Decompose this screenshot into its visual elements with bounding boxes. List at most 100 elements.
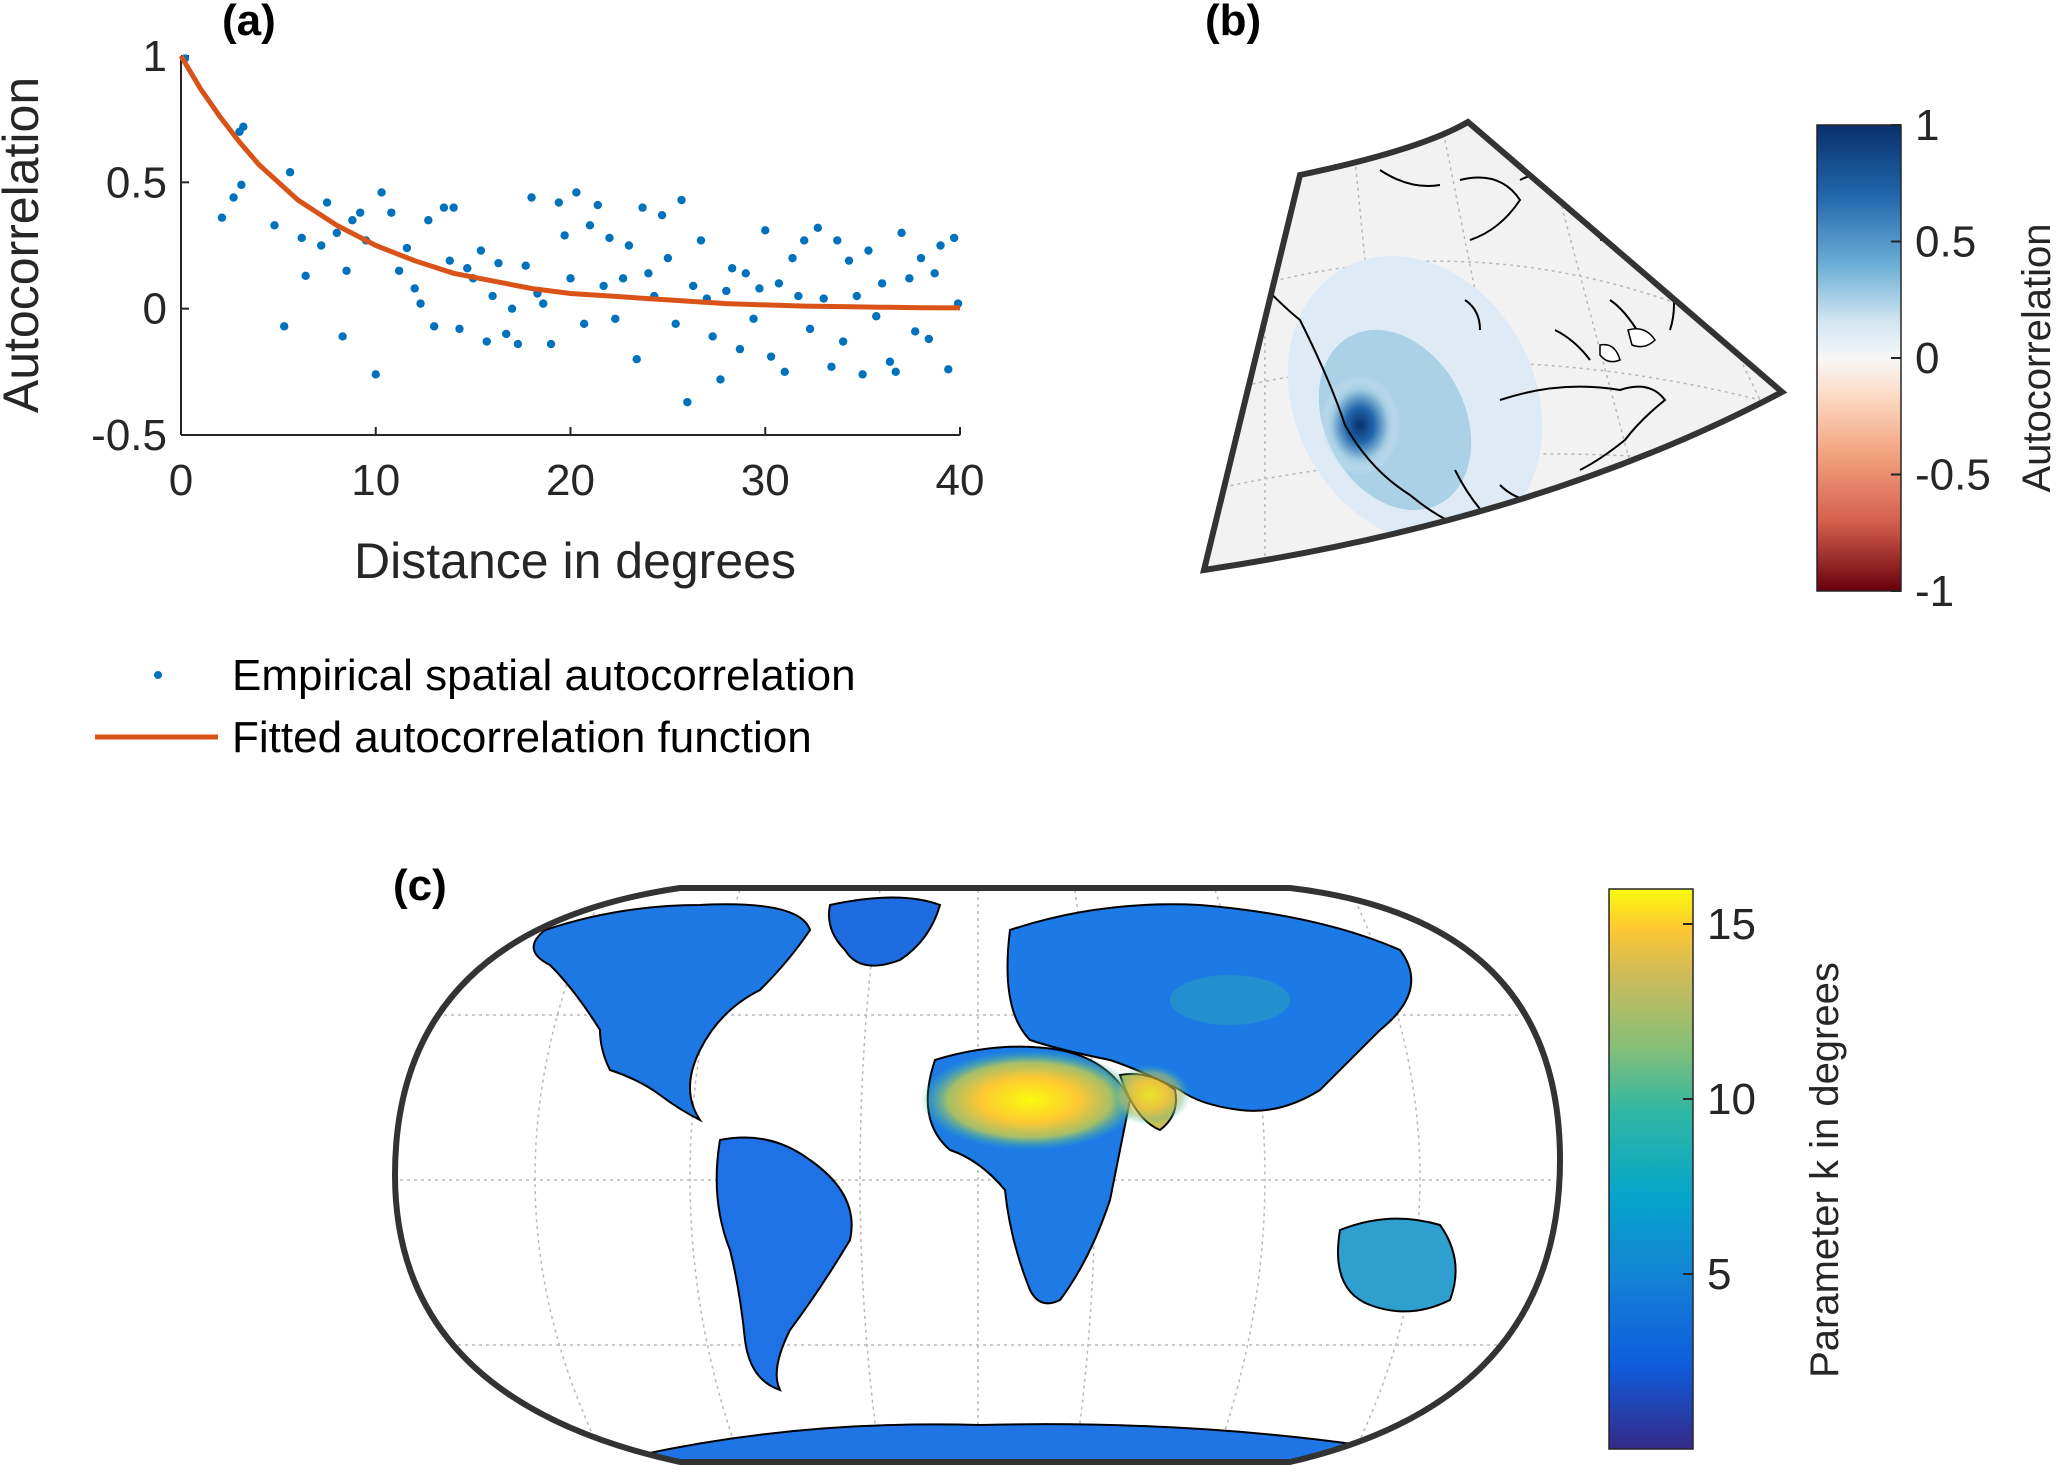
y-tick-label: -0.5 bbox=[91, 411, 167, 460]
scatter-point bbox=[683, 397, 692, 407]
scatter-point bbox=[671, 319, 680, 329]
scatter-point bbox=[554, 198, 564, 207]
scatter-point bbox=[377, 188, 386, 197]
scatter-point bbox=[593, 200, 602, 210]
scatter-point bbox=[716, 375, 725, 384]
scatter-point bbox=[891, 367, 900, 377]
scatter-point bbox=[852, 291, 861, 301]
world-map bbox=[395, 888, 1560, 1462]
y-tick-label: 1 bbox=[143, 32, 167, 81]
scatter-point bbox=[605, 233, 614, 243]
scatter-point bbox=[727, 264, 737, 273]
legend-dot-marker bbox=[154, 671, 162, 679]
y-axis-label: Autocorrelation bbox=[0, 77, 49, 413]
scatter-point bbox=[741, 269, 750, 278]
scatter-point bbox=[688, 281, 698, 291]
y-tick-label: 0 bbox=[143, 285, 167, 334]
scatter-point bbox=[924, 334, 934, 344]
scatter-point bbox=[445, 256, 454, 265]
colorbar-ticks: 1 0.5 0 -0.5 -1 bbox=[1891, 101, 1991, 616]
scatter-point bbox=[539, 299, 548, 308]
colorbar-ticks: 15 10 5 bbox=[1683, 900, 1756, 1299]
central-asia-mid-k bbox=[1170, 975, 1290, 1025]
scatter-point bbox=[502, 329, 511, 339]
panel-c-label: (c) bbox=[393, 861, 447, 910]
scatter-point bbox=[949, 233, 959, 243]
scatter-point bbox=[780, 367, 789, 377]
scatter-point bbox=[911, 327, 920, 336]
scatter-point bbox=[774, 279, 784, 288]
scatter-point bbox=[735, 344, 745, 354]
scatter-point bbox=[936, 241, 945, 250]
australia bbox=[1337, 1217, 1457, 1313]
scatter-point bbox=[566, 274, 575, 283]
scatter-point bbox=[521, 261, 530, 270]
scatter-point bbox=[696, 236, 706, 245]
scatter-point bbox=[663, 253, 673, 263]
scatter-point bbox=[805, 324, 815, 334]
scatter-point bbox=[858, 370, 867, 379]
scatter-point bbox=[494, 258, 503, 268]
scatter-point bbox=[416, 299, 425, 308]
x-tick-label: 0 bbox=[169, 456, 193, 505]
legend: Empirical spatial autocorrelation Fitted… bbox=[95, 651, 856, 762]
scatter-point bbox=[348, 216, 357, 225]
scatter-point bbox=[439, 203, 449, 212]
scatter-point bbox=[930, 269, 939, 278]
lakes bbox=[1599, 328, 1656, 363]
scatter-point bbox=[885, 357, 895, 366]
scatter-point bbox=[761, 226, 770, 235]
scatter-point bbox=[599, 281, 608, 291]
colorbar-tick-label: -1 bbox=[1915, 567, 1954, 616]
scatter-point bbox=[572, 188, 581, 197]
scatter-point bbox=[618, 274, 628, 283]
scatter-point bbox=[844, 256, 854, 265]
x-axis-label: Distance in degrees bbox=[354, 533, 796, 589]
scatter-point bbox=[579, 319, 589, 329]
scatter-point bbox=[905, 274, 914, 283]
scatter-point bbox=[546, 339, 556, 349]
scatter-point bbox=[482, 337, 491, 346]
scatter-point bbox=[800, 236, 809, 245]
colorbar-tick-label: 10 bbox=[1707, 1075, 1756, 1124]
scatter-point bbox=[766, 352, 776, 361]
scatter-point bbox=[342, 266, 351, 275]
legend-entry-empirical: Empirical spatial autocorrelation bbox=[232, 651, 856, 700]
panel-a-label: (a) bbox=[222, 0, 276, 45]
scatter-point bbox=[722, 286, 731, 296]
scatter-point bbox=[476, 246, 486, 255]
colorbar-parameter-k bbox=[1608, 888, 1694, 1450]
correlation-patch-core bbox=[1320, 375, 1400, 475]
scatter-point bbox=[864, 246, 873, 255]
colorbar-tick-label: 15 bbox=[1707, 900, 1756, 949]
scatter-point bbox=[317, 241, 326, 250]
x-tick-label: 10 bbox=[351, 456, 400, 505]
scatter-point bbox=[429, 322, 439, 331]
scatter-point bbox=[624, 241, 634, 250]
scatter-point bbox=[285, 168, 295, 177]
scatter-point bbox=[338, 332, 347, 341]
scatter-point bbox=[297, 233, 306, 243]
panel-b-label: (b) bbox=[1205, 0, 1261, 45]
scatter-point bbox=[402, 243, 412, 253]
map-frame bbox=[1200, 118, 1788, 574]
scatter-point bbox=[507, 304, 517, 313]
scatter-point bbox=[788, 253, 797, 263]
scatter-point bbox=[410, 284, 419, 293]
scatter-point bbox=[527, 193, 536, 202]
scatter-point bbox=[217, 213, 227, 222]
scatter-point bbox=[455, 324, 464, 334]
scatter-point bbox=[463, 264, 472, 273]
colorbar-tick-label: 0 bbox=[1915, 334, 1939, 383]
scatter-point bbox=[838, 337, 848, 346]
colorbar-tick-label: 0.5 bbox=[1915, 218, 1976, 267]
sahara-high-k bbox=[920, 1050, 1140, 1150]
scatter-point bbox=[229, 193, 238, 202]
scatter-point bbox=[632, 355, 641, 364]
scatter-point bbox=[638, 203, 647, 212]
greenland bbox=[828, 896, 942, 967]
scatter-point bbox=[872, 312, 881, 321]
map-north-america bbox=[1204, 122, 1782, 570]
scatter-point bbox=[794, 291, 803, 301]
scatter-point bbox=[394, 266, 404, 275]
